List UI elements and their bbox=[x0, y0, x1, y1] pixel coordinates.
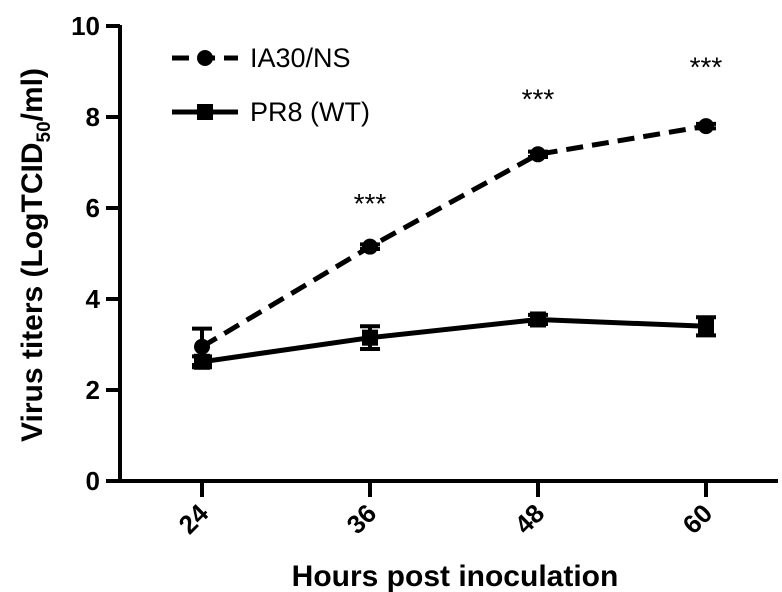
y-tick-label: 10 bbox=[71, 11, 100, 41]
y-axis-title-end: /ml) bbox=[16, 68, 49, 121]
series-pr8-wt bbox=[192, 311, 716, 370]
data-point-circle bbox=[362, 238, 378, 255]
x-tick-label: 60 bbox=[677, 498, 719, 540]
x-tick-label: 36 bbox=[341, 498, 383, 540]
y-tick-labels: 0 2 4 6 8 10 bbox=[71, 11, 100, 496]
legend: IA30/NS PR8 (WT) bbox=[172, 43, 370, 127]
series-line bbox=[200, 123, 707, 349]
series-line bbox=[201, 316, 707, 365]
y-axis-title-subscript: 50 bbox=[34, 121, 55, 142]
y-tick-label: 0 bbox=[86, 466, 100, 496]
y-axis-title-main: Virus titers (LogTCID bbox=[16, 143, 49, 442]
y-tick-label: 4 bbox=[86, 284, 101, 314]
y-axis-title: Virus titers (LogTCID50/ml) bbox=[16, 68, 55, 442]
legend-item-pr8-wt: PR8 (WT) bbox=[172, 97, 370, 127]
data-point-circle bbox=[530, 146, 546, 163]
significance-marker: *** bbox=[354, 188, 387, 219]
significance-marker: *** bbox=[690, 51, 723, 82]
significance-annotations: *** *** *** bbox=[354, 51, 723, 219]
y-tick-label: 6 bbox=[86, 193, 100, 223]
legend-circle-marker bbox=[197, 50, 213, 66]
y-tick-label: 8 bbox=[86, 102, 100, 132]
data-point-square bbox=[194, 353, 210, 370]
axes bbox=[106, 24, 778, 497]
legend-label-pr8-wt: PR8 (WT) bbox=[250, 97, 370, 127]
y-tick-label: 2 bbox=[86, 375, 100, 405]
data-point-circle bbox=[194, 338, 210, 355]
data-point-square bbox=[698, 318, 714, 335]
legend-label-ia30-ns: IA30/NS bbox=[250, 43, 351, 73]
significance-marker: *** bbox=[522, 83, 555, 114]
legend-square-marker bbox=[197, 104, 213, 120]
x-tick-label: 48 bbox=[509, 498, 551, 540]
data-point-square bbox=[362, 329, 378, 346]
x-tick-label: 24 bbox=[173, 498, 215, 540]
x-axis-title: Hours post inoculation bbox=[292, 560, 619, 592]
legend-item-ia30-ns: IA30/NS bbox=[172, 43, 351, 73]
data-point-circle bbox=[698, 118, 714, 135]
x-tick-labels: 24 36 48 60 bbox=[173, 498, 719, 540]
data-point-square bbox=[530, 311, 546, 328]
series-layer bbox=[192, 118, 716, 370]
